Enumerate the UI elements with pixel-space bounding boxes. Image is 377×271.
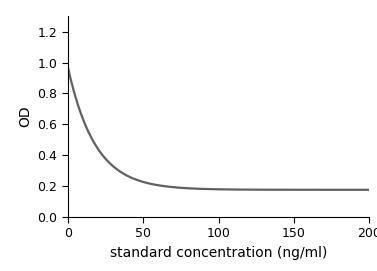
Y-axis label: OD: OD — [18, 106, 32, 127]
X-axis label: standard concentration (ng/ml): standard concentration (ng/ml) — [110, 246, 327, 260]
